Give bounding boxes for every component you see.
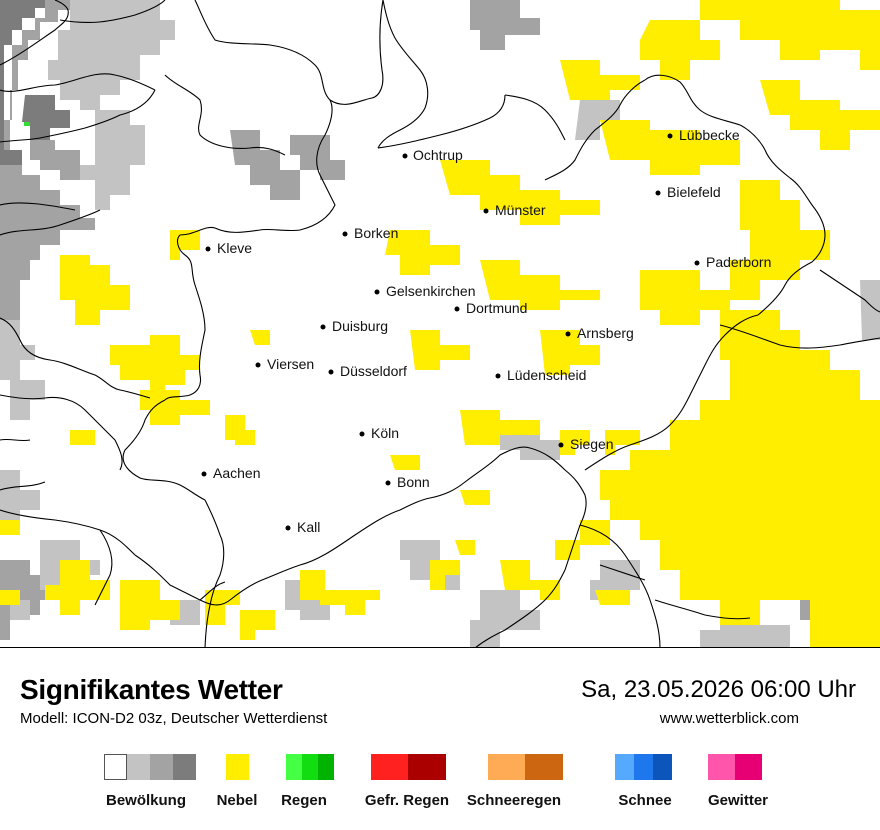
city-kleve: Kleve (205, 240, 252, 256)
legend-swatch (735, 754, 762, 780)
legend-label-bewoelkung: Bewölkung (105, 792, 187, 809)
city-koeln: Köln (359, 425, 399, 441)
city-luedenscheid: Lüdenscheid (495, 367, 586, 383)
legend-swatch (488, 754, 525, 780)
legend-swatch (708, 754, 735, 780)
legend-swatch (318, 754, 334, 780)
svg-text:Borken: Borken (354, 225, 398, 241)
legend-swatch (371, 754, 408, 780)
legend-swatches-schnee (615, 754, 672, 780)
city-bielefeld: Bielefeld (655, 184, 721, 200)
svg-text:Lübbecke: Lübbecke (679, 127, 740, 143)
legend-label-schnee: Schnee (618, 792, 672, 809)
city-gelsenkirchen: Gelsenkirchen (374, 283, 476, 299)
city-paderborn: Paderborn (694, 254, 771, 270)
legend-swatches-nebel (226, 754, 249, 780)
svg-text:Köln: Köln (371, 425, 399, 441)
svg-text:Bonn: Bonn (397, 474, 430, 490)
website-link[interactable]: www.wetterblick.com (659, 710, 799, 727)
map-title: Signifikantes Wetter (20, 674, 283, 705)
svg-text:Paderborn: Paderborn (706, 254, 771, 270)
svg-text:Düsseldorf: Düsseldorf (340, 363, 407, 379)
city-siegen: Siegen (558, 436, 614, 452)
svg-text:Bielefeld: Bielefeld (667, 184, 721, 200)
legend-swatch (302, 754, 318, 780)
legend-swatches-schneeregen (488, 754, 563, 780)
legend-label-gefr-regen: Gefr. Regen (364, 792, 450, 809)
map-canvas: Ochtrup Lübbecke Bielefeld Münster Borke… (0, 0, 880, 648)
city-viersen: Viersen (255, 356, 314, 372)
legend-label-regen: Regen (281, 792, 327, 809)
city-arnsberg: Arnsberg (565, 325, 634, 341)
city-luebbecke: Lübbecke (667, 127, 740, 143)
city-muenster: Münster (483, 202, 546, 218)
city-duesseldorf: Düsseldorf (328, 363, 407, 379)
svg-text:Lüdenscheid: Lüdenscheid (507, 367, 586, 383)
svg-text:Münster: Münster (495, 202, 546, 218)
borders (0, 0, 880, 648)
legend-swatches-regen (286, 754, 334, 780)
legend-swatch (653, 754, 672, 780)
svg-text:Ochtrup: Ochtrup (413, 147, 463, 163)
svg-text:Viersen: Viersen (267, 356, 314, 372)
fog-areas (0, 0, 880, 648)
city-aachen: Aachen (201, 465, 260, 481)
model-info: Modell: ICON-D2 03z, Deutscher Wetterdie… (20, 710, 328, 727)
legend-label-gewitter: Gewitter (707, 792, 769, 809)
svg-text:Duisburg: Duisburg (332, 318, 388, 334)
legend-swatches-gewitter (708, 754, 762, 780)
map-footer: Signifikantes Wetter Modell: ICON-D2 03z… (0, 648, 880, 830)
legend-label-nebel: Nebel (216, 792, 258, 809)
rain-marker (24, 122, 30, 126)
svg-text:Siegen: Siegen (570, 436, 614, 452)
city-duisburg: Duisburg (320, 318, 388, 334)
legend-swatch (408, 754, 446, 780)
weather-map: Ochtrup Lübbecke Bielefeld Münster Borke… (0, 0, 880, 648)
legend-swatch (173, 754, 196, 780)
legend-swatches-gefr-regen (371, 754, 446, 780)
legend-swatch (286, 754, 302, 780)
legend-swatch (226, 754, 249, 780)
city-bonn: Bonn (385, 474, 430, 490)
legend-swatch (127, 754, 150, 780)
city-markers: Ochtrup Lübbecke Bielefeld Münster Borke… (201, 127, 771, 535)
legend-label-schneeregen: Schneeregen (466, 792, 562, 809)
svg-text:Kall: Kall (297, 519, 320, 535)
legend-swatch (615, 754, 634, 780)
legend-swatch (525, 754, 563, 780)
legend-swatch (634, 754, 653, 780)
svg-text:Aachen: Aachen (213, 465, 260, 481)
city-ochtrup: Ochtrup (402, 147, 463, 163)
svg-text:Dortmund: Dortmund (466, 300, 527, 316)
svg-text:Gelsenkirchen: Gelsenkirchen (386, 283, 476, 299)
city-dortmund: Dortmund (454, 300, 527, 316)
city-borken: Borken (342, 225, 398, 241)
svg-text:Arnsberg: Arnsberg (577, 325, 634, 341)
legend-swatch (150, 754, 173, 780)
legend-swatch (104, 754, 127, 780)
city-kall: Kall (285, 519, 320, 535)
svg-text:Kleve: Kleve (217, 240, 252, 256)
legend-swatches-bewoelkung (104, 754, 196, 780)
forecast-datetime: Sa, 23.05.2026 06:00 Uhr (581, 676, 856, 703)
